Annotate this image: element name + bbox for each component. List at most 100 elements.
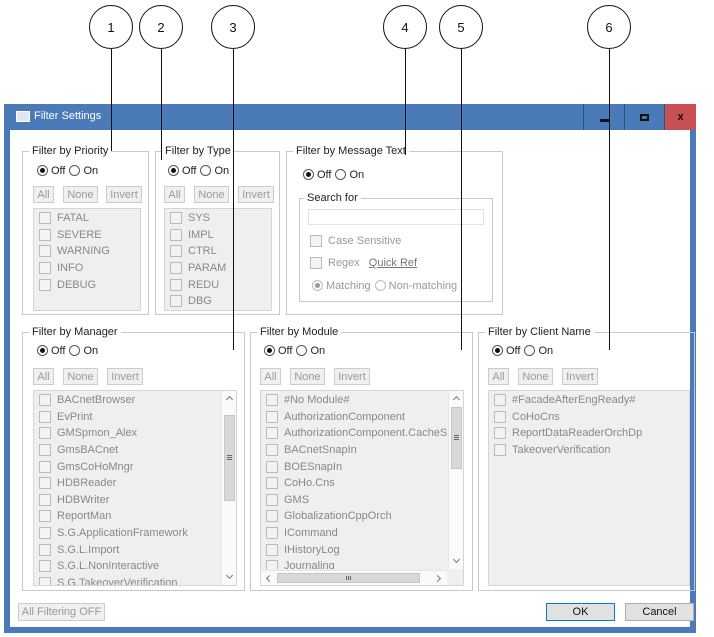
item-checkbox[interactable]: [494, 427, 506, 440]
client-invert-button[interactable]: Invert: [562, 368, 598, 385]
item-checkbox[interactable]: [39, 527, 51, 540]
list-item[interactable]: ICommand: [261, 525, 447, 542]
list-item[interactable]: ReportDataReaderOrchDp: [489, 425, 689, 442]
list-item[interactable]: DBG: [165, 293, 271, 310]
item-checkbox[interactable]: [266, 493, 278, 506]
all-filtering-off-button[interactable]: All Filtering OFF: [18, 603, 105, 621]
item-checkbox[interactable]: [39, 444, 51, 457]
item-checkbox[interactable]: [39, 427, 51, 440]
item-checkbox[interactable]: [39, 560, 51, 573]
list-item[interactable]: AuthorizationComponent: [261, 409, 447, 426]
list-item[interactable]: S.G.TakeoverVerification: [34, 575, 220, 585]
priority-all-button[interactable]: All: [33, 186, 54, 203]
item-checkbox[interactable]: [170, 245, 182, 258]
priority-invert-button[interactable]: Invert: [106, 186, 142, 203]
list-item[interactable]: SYS: [165, 210, 271, 227]
list-item[interactable]: HDBWriter: [34, 492, 220, 509]
module-off-radio[interactable]: [264, 345, 275, 356]
item-checkbox[interactable]: [39, 477, 51, 490]
item-checkbox[interactable]: [39, 543, 51, 556]
item-checkbox[interactable]: [39, 262, 51, 275]
list-item[interactable]: GmsBACnet: [34, 442, 220, 459]
scroll-left-icon[interactable]: [265, 574, 274, 583]
horizontal-scroll-thumb[interactable]: [277, 573, 420, 583]
type-invert-button[interactable]: Invert: [238, 186, 274, 203]
manager-invert-button[interactable]: Invert: [107, 368, 143, 385]
module-vertical-scrollbar[interactable]: [448, 391, 463, 569]
list-item[interactable]: TakeoverVerification: [489, 442, 689, 459]
scroll-thumb[interactable]: [451, 407, 462, 469]
list-item[interactable]: GMS: [261, 492, 447, 509]
scroll-up-icon[interactable]: [225, 395, 234, 404]
manager-off-radio[interactable]: [37, 345, 48, 356]
list-item[interactable]: GmsCoHoMngr: [34, 458, 220, 475]
close-button[interactable]: x: [664, 104, 696, 130]
list-item[interactable]: BACnetBrowser: [34, 392, 220, 409]
cancel-button[interactable]: Cancel: [625, 603, 694, 621]
scroll-right-icon[interactable]: [433, 574, 442, 583]
item-checkbox[interactable]: [266, 543, 278, 556]
list-item[interactable]: EvPrint: [34, 409, 220, 426]
list-item[interactable]: BACnetSnapIn: [261, 442, 447, 459]
list-item[interactable]: REDU: [165, 276, 271, 293]
list-item[interactable]: CoHo.Cns: [261, 475, 447, 492]
type-off-radio[interactable]: [168, 165, 179, 176]
item-checkbox[interactable]: [170, 262, 182, 275]
message-on-radio[interactable]: [335, 169, 347, 180]
list-item[interactable]: BOESnapIn: [261, 458, 447, 475]
item-checkbox[interactable]: [266, 477, 278, 490]
item-checkbox[interactable]: [170, 278, 182, 291]
list-item[interactable]: INFO: [34, 260, 140, 277]
type-on-radio[interactable]: [200, 165, 212, 176]
list-item[interactable]: ReportMan: [34, 508, 220, 525]
list-item[interactable]: CTRL: [165, 243, 271, 260]
manager-on-radio[interactable]: [69, 345, 81, 356]
item-checkbox[interactable]: [494, 394, 506, 407]
item-checkbox[interactable]: [39, 410, 51, 423]
list-item[interactable]: SEVERE: [34, 227, 140, 244]
client-all-button[interactable]: All: [488, 368, 509, 385]
scroll-up-icon[interactable]: [452, 395, 461, 404]
manager-none-button[interactable]: None: [63, 368, 98, 385]
item-checkbox[interactable]: [39, 228, 51, 241]
scroll-down-icon[interactable]: [452, 555, 461, 564]
client-off-radio[interactable]: [492, 345, 503, 356]
item-checkbox[interactable]: [39, 212, 51, 225]
message-off-radio[interactable]: [303, 169, 314, 180]
list-item[interactable]: IHistoryLog: [261, 541, 447, 558]
manager-vertical-scrollbar[interactable]: [221, 391, 236, 585]
list-item[interactable]: DEBUG: [34, 276, 140, 293]
item-checkbox[interactable]: [266, 427, 278, 440]
type-all-button[interactable]: All: [164, 186, 185, 203]
priority-off-radio[interactable]: [37, 165, 48, 176]
scroll-down-icon[interactable]: [225, 571, 234, 580]
module-invert-button[interactable]: Invert: [334, 368, 370, 385]
list-item[interactable]: Journaling: [261, 558, 447, 569]
list-item[interactable]: S.G.L.NonInteractive: [34, 558, 220, 575]
item-checkbox[interactable]: [266, 527, 278, 540]
list-item[interactable]: CoHoCns: [489, 409, 689, 426]
item-checkbox[interactable]: [266, 444, 278, 457]
manager-all-button[interactable]: All: [33, 368, 54, 385]
item-checkbox[interactable]: [39, 493, 51, 506]
scroll-thumb[interactable]: [224, 415, 235, 501]
list-item[interactable]: HDBReader: [34, 475, 220, 492]
item-checkbox[interactable]: [39, 278, 51, 291]
module-on-radio[interactable]: [296, 345, 308, 356]
maximize-button[interactable]: [624, 104, 664, 130]
minimize-button[interactable]: [583, 104, 624, 130]
client-on-radio[interactable]: [524, 345, 536, 356]
priority-none-button[interactable]: None: [63, 186, 98, 203]
list-item[interactable]: #FacadeAfterEngReady#: [489, 392, 689, 409]
item-checkbox[interactable]: [266, 394, 278, 407]
list-item[interactable]: FATAL: [34, 210, 140, 227]
quick-ref-link[interactable]: Quick Ref: [368, 257, 418, 269]
list-item[interactable]: S.G.L.Import: [34, 541, 220, 558]
matching-radio[interactable]: [312, 280, 323, 291]
priority-on-radio[interactable]: [69, 165, 81, 176]
item-checkbox[interactable]: [170, 295, 182, 308]
item-checkbox[interactable]: [39, 576, 51, 585]
client-none-button[interactable]: None: [518, 368, 553, 385]
case-sensitive-checkbox[interactable]: [310, 235, 322, 247]
search-input[interactable]: [308, 209, 484, 225]
